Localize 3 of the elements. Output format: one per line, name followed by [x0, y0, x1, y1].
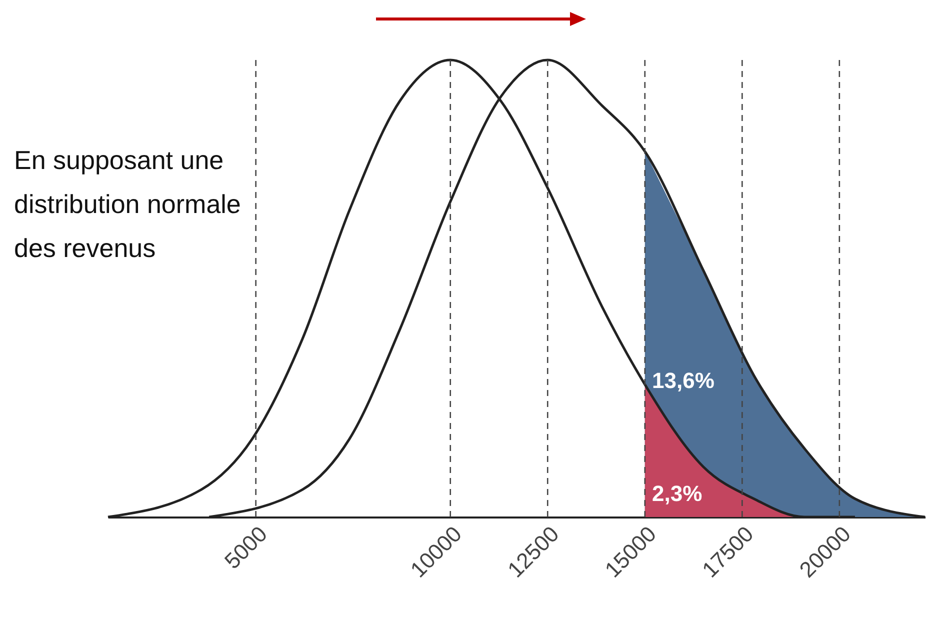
annotation: 13,6%: [652, 368, 714, 394]
annotation: En supposant une distribution normale des revenus: [14, 144, 242, 265]
annotation: 2,3%: [652, 481, 702, 507]
